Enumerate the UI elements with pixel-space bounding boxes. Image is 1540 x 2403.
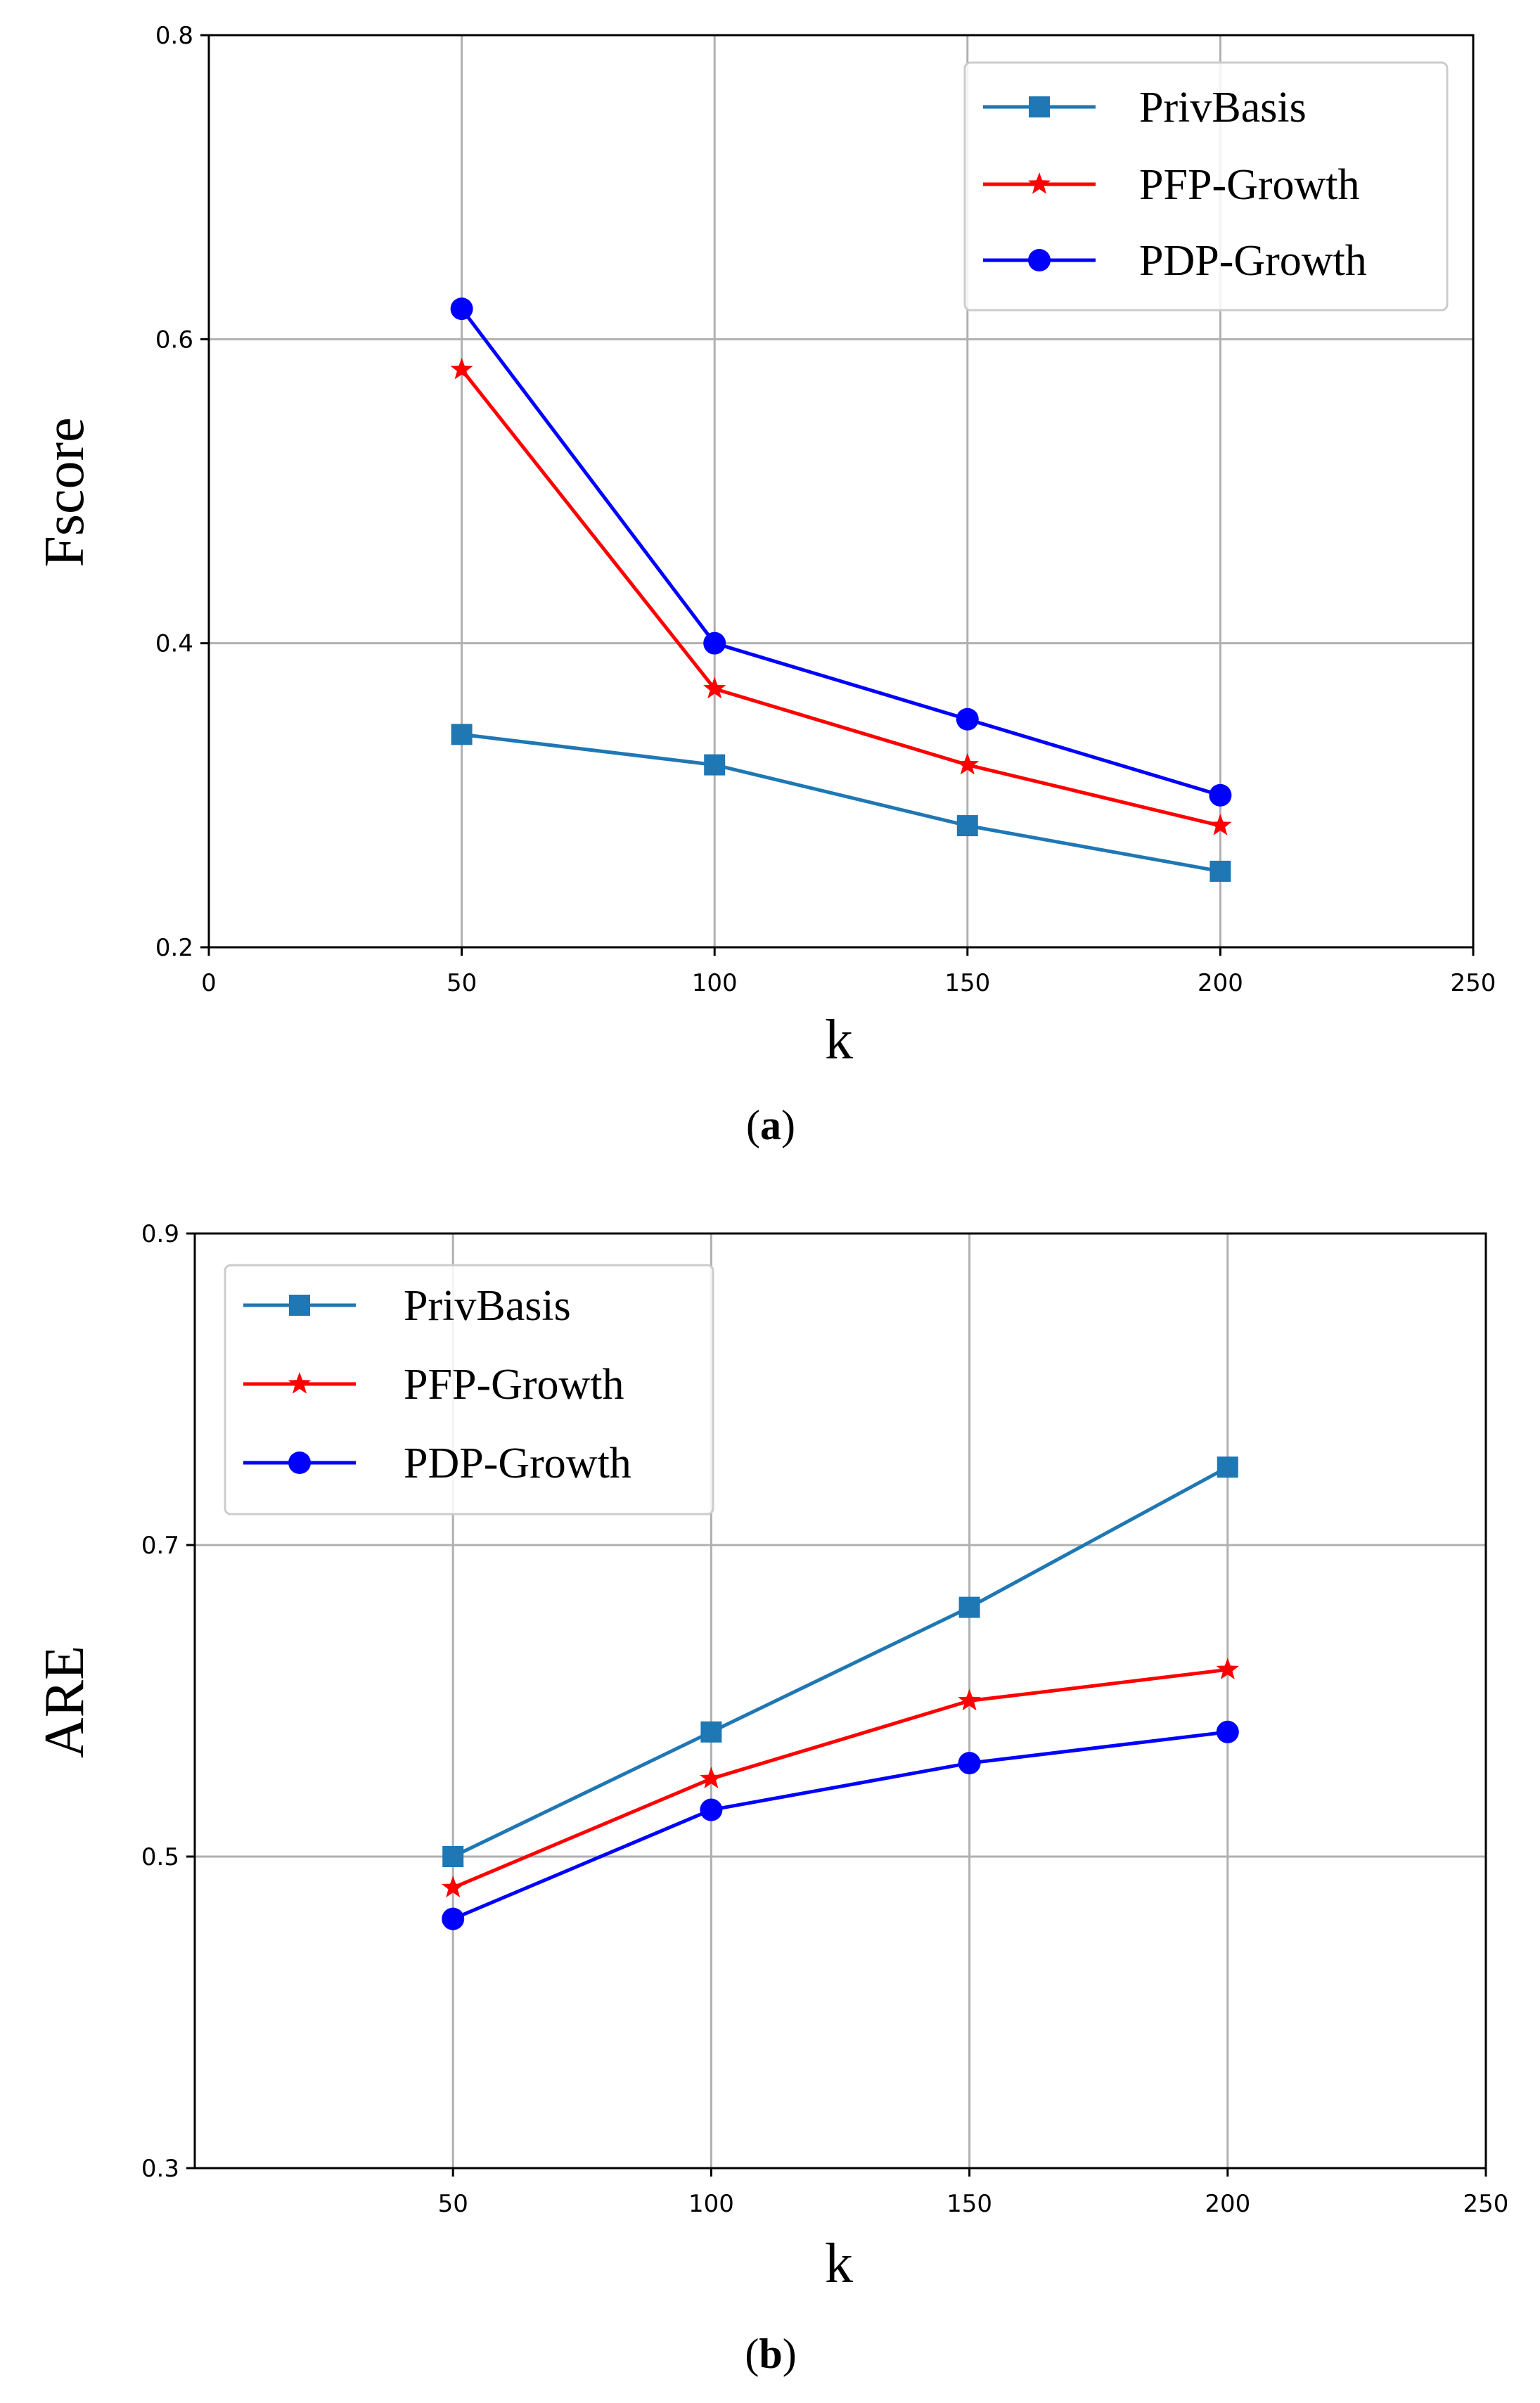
- chart-panel-b: 50 100 150 200 2500.30.50.70.9kAREPrivBasisP…: [34, 1220, 1508, 2377]
- series-line: [461, 732, 1221, 873]
- x-axis-title: k: [825, 1009, 853, 1071]
- series-line: [460, 369, 1221, 828]
- legend-label: PrivBasis: [404, 1282, 571, 1330]
- data-point: [956, 707, 979, 731]
- data-point: [700, 1767, 723, 1788]
- panel-caption: (a): [746, 1102, 795, 1148]
- y-tick-label: 0.5: [141, 1843, 179, 1871]
- x-tick-label: 250: [1463, 2190, 1509, 2218]
- series-pdp-growth: [450, 297, 1232, 807]
- legend-label: PFP-Growth: [404, 1361, 624, 1409]
- data-point: [704, 754, 726, 776]
- data-point: [1209, 814, 1232, 835]
- y-tick-label: 0.4: [155, 630, 193, 658]
- legend-label: PFP-Growth: [1139, 161, 1360, 209]
- x-tick-label: 100: [688, 2190, 734, 2218]
- y-tick-label: 0.8: [155, 22, 193, 50]
- legend-marker: [288, 1452, 311, 1474]
- series-pfp-growth: [450, 357, 1232, 835]
- data-point: [1216, 1658, 1239, 1679]
- series-line: [452, 1667, 1228, 1890]
- data-point: [442, 1876, 465, 1898]
- x-tick-label: 200: [1205, 2190, 1250, 2218]
- y-axis-title: ARE: [34, 1646, 96, 1758]
- legend-box: [963, 61, 1449, 312]
- series-privbasis: [442, 1456, 1238, 1867]
- data-point: [450, 357, 473, 380]
- series-line: [460, 307, 1221, 797]
- data-point: [958, 1688, 981, 1711]
- x-tick-label: 150: [944, 969, 990, 997]
- plot-frame: [207, 34, 1475, 949]
- y-tick-label: 0.6: [155, 326, 193, 354]
- legend: PrivBasis PFP-Growth PDP-Growth: [224, 1264, 714, 1516]
- series-pdp-growth: [442, 1720, 1239, 1930]
- data-point: [1209, 783, 1232, 807]
- legend-label: PDP-Growth: [1139, 237, 1367, 285]
- legend-marker: [1027, 172, 1051, 194]
- data-point: [700, 1721, 722, 1743]
- data-point: [442, 1846, 464, 1867]
- data-point: [1209, 860, 1231, 882]
- x-tick-label: 150: [947, 2190, 992, 2218]
- x-tick-label: 50: [438, 2190, 468, 2218]
- data-point: [1217, 1456, 1238, 1478]
- data-point: [442, 1907, 465, 1930]
- legend-box: [224, 1264, 714, 1516]
- y-axis-title: Fscore: [34, 417, 96, 567]
- y-tick-label: 0.9: [141, 1220, 179, 1248]
- data-point: [450, 297, 473, 321]
- x-axis-title: k: [825, 2233, 853, 2295]
- y-tick-label: 0.2: [155, 934, 193, 962]
- series-privbasis: [451, 724, 1231, 882]
- data-point: [451, 724, 473, 745]
- chart-panel-a: 0 50 100 150 200 250 0.2 0.4 0.6 0.8 k Fscore PrivBa…: [34, 22, 1496, 1148]
- data-point: [958, 1596, 980, 1618]
- x-tick-label: 0: [201, 969, 217, 997]
- y-tick-label: 0.3: [141, 2155, 179, 2183]
- panel-caption: (b): [745, 2331, 796, 2377]
- legend: PrivBasis PFP-Growth PDP-Growth: [963, 61, 1449, 312]
- data-point: [703, 632, 726, 655]
- legend-marker: [1028, 249, 1051, 271]
- x-tick-label: 200: [1198, 969, 1243, 997]
- data-point: [956, 752, 979, 775]
- series-line: [452, 1466, 1228, 1859]
- y-tick-label: 0.7: [141, 1532, 179, 1560]
- legend-marker: [288, 1372, 312, 1394]
- legend-marker: [289, 1295, 310, 1316]
- x-tick-label: 100: [692, 969, 738, 997]
- series-pfp-growth: [442, 1658, 1239, 1898]
- data-point: [703, 677, 726, 699]
- legend-marker: [1029, 96, 1050, 117]
- data-point: [958, 1752, 981, 1775]
- legend-label: PDP-Growth: [404, 1440, 631, 1487]
- legend-label: PrivBasis: [1139, 84, 1307, 132]
- x-tick-label: 50: [447, 969, 477, 997]
- plot-frame: [193, 1232, 1487, 2170]
- data-point: [956, 815, 978, 837]
- data-point: [700, 1798, 723, 1821]
- data-point: [1216, 1720, 1239, 1743]
- series-line: [452, 1730, 1228, 1921]
- x-tick-label: 250: [1451, 969, 1496, 997]
